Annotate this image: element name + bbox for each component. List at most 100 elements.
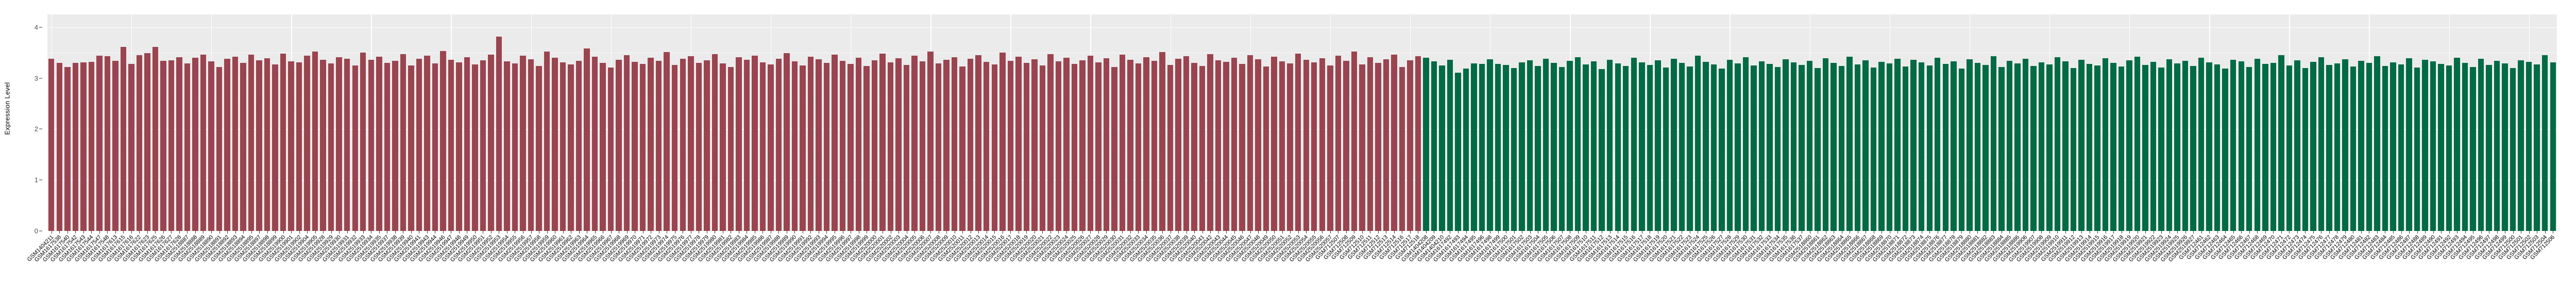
bar[interactable] — [1694, 56, 1701, 231]
bar[interactable] — [328, 63, 334, 231]
bar[interactable] — [544, 52, 550, 231]
bar[interactable] — [512, 63, 518, 231]
bar[interactable] — [2438, 63, 2444, 231]
bar[interactable] — [1886, 63, 1893, 231]
bar[interactable] — [2182, 60, 2189, 231]
bar[interactable] — [1958, 68, 1965, 231]
bar[interactable] — [1335, 56, 1342, 231]
bar[interactable] — [1567, 60, 1573, 231]
bar[interactable] — [2294, 60, 2300, 231]
bar[interactable] — [496, 36, 502, 231]
bar[interactable] — [2318, 57, 2325, 231]
bar[interactable] — [2174, 63, 2180, 231]
bar[interactable] — [2310, 61, 2316, 231]
bar[interactable] — [1703, 61, 1709, 231]
bar[interactable] — [1735, 63, 1741, 231]
bar[interactable] — [711, 54, 718, 231]
bar[interactable] — [2286, 65, 2293, 231]
bar[interactable] — [1790, 62, 1797, 231]
bar[interactable] — [416, 58, 422, 231]
bar[interactable] — [1415, 56, 1421, 231]
bar[interactable] — [2062, 61, 2069, 231]
bar[interactable] — [2070, 68, 2077, 231]
bar[interactable] — [2526, 61, 2532, 231]
bar[interactable] — [64, 67, 71, 231]
bar[interactable] — [1087, 56, 1094, 231]
bar[interactable] — [520, 56, 526, 231]
bar[interactable] — [1367, 57, 1374, 231]
bar[interactable] — [1479, 63, 1485, 231]
bar[interactable] — [224, 58, 230, 231]
bar[interactable] — [736, 57, 742, 231]
bar[interactable] — [1942, 63, 1948, 231]
bar[interactable] — [1894, 58, 1901, 231]
bar[interactable] — [320, 59, 326, 231]
bar[interactable] — [800, 65, 806, 231]
bar[interactable] — [2494, 60, 2500, 231]
bar[interactable] — [2541, 55, 2548, 231]
bar[interactable] — [791, 61, 798, 231]
bar[interactable] — [616, 59, 622, 231]
bar[interactable] — [1167, 64, 1174, 231]
bar[interactable] — [272, 64, 278, 231]
bar[interactable] — [1862, 60, 1869, 231]
bar[interactable] — [152, 47, 159, 231]
bar[interactable] — [1239, 63, 1245, 231]
bar[interactable] — [1527, 60, 1533, 231]
bar[interactable] — [1143, 57, 1149, 231]
bar[interactable] — [639, 63, 646, 231]
bar[interactable] — [552, 58, 558, 231]
bar[interactable] — [1183, 56, 1190, 231]
bar[interactable] — [384, 62, 391, 231]
bar[interactable] — [1407, 60, 1413, 231]
bar[interactable] — [575, 60, 582, 231]
bar[interactable] — [984, 61, 990, 231]
bar[interactable] — [1047, 54, 1054, 231]
bar[interactable] — [1375, 62, 1381, 231]
bar[interactable] — [312, 52, 318, 231]
bar[interactable] — [1558, 67, 1565, 231]
bar[interactable] — [768, 64, 774, 231]
bar[interactable] — [1503, 64, 1509, 231]
bar[interactable] — [1319, 58, 1325, 231]
bar[interactable] — [408, 65, 414, 231]
bar[interactable] — [2054, 57, 2061, 231]
bar[interactable] — [1935, 58, 1941, 231]
bar[interactable] — [1511, 68, 1517, 231]
bar[interactable] — [1543, 58, 1549, 231]
bar[interactable] — [104, 56, 111, 231]
bar[interactable] — [1423, 58, 1429, 231]
bar[interactable] — [1751, 65, 1757, 231]
bar[interactable] — [1774, 67, 1781, 231]
bar[interactable] — [376, 57, 382, 231]
bar[interactable] — [1902, 66, 1909, 231]
bar[interactable] — [176, 57, 182, 231]
bar[interactable] — [1783, 59, 1789, 231]
bar[interactable] — [655, 60, 662, 231]
bar[interactable] — [1255, 59, 1261, 231]
bar[interactable] — [296, 62, 302, 231]
bar[interactable] — [112, 60, 118, 231]
bar[interactable] — [568, 64, 574, 231]
bar[interactable] — [1998, 67, 2005, 231]
bar[interactable] — [56, 62, 62, 231]
bar[interactable] — [1391, 55, 1397, 231]
bar[interactable] — [2550, 62, 2556, 231]
bar[interactable] — [1982, 64, 1989, 231]
bar[interactable] — [1815, 68, 1821, 231]
bar[interactable] — [1647, 64, 1653, 231]
bar[interactable] — [2374, 56, 2380, 231]
bar[interactable] — [232, 57, 239, 231]
bar[interactable] — [632, 61, 638, 231]
bar[interactable] — [2134, 57, 2141, 231]
bar[interactable] — [879, 54, 886, 231]
bar[interactable] — [1095, 62, 1101, 231]
bar[interactable] — [2014, 63, 2021, 231]
bar[interactable] — [1399, 67, 1405, 231]
bar[interactable] — [1590, 61, 1597, 231]
bar[interactable] — [584, 48, 590, 231]
bar[interactable] — [80, 62, 87, 231]
bar[interactable] — [2102, 58, 2109, 231]
bar[interactable] — [863, 65, 870, 231]
bar[interactable] — [368, 59, 374, 231]
